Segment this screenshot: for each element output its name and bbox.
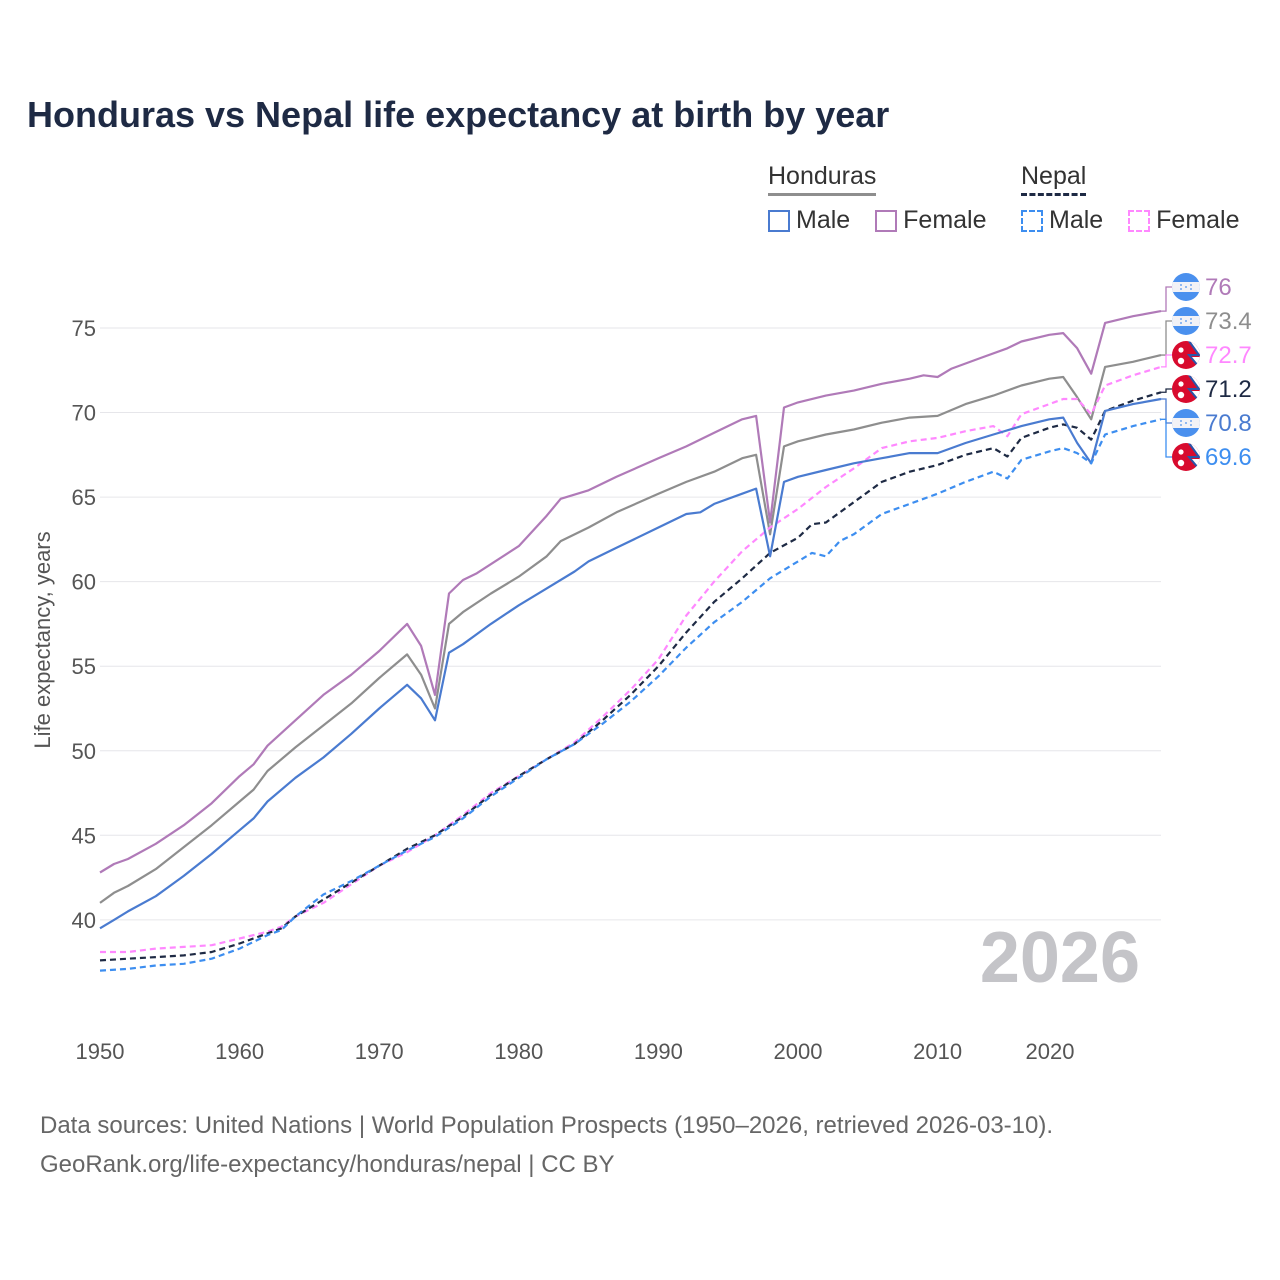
y-tick-label: 40 (72, 908, 96, 933)
x-tick-label: 1960 (215, 1039, 264, 1064)
y-tick-label: 55 (72, 654, 96, 679)
series-line-honduras-female (99, 310, 1162, 874)
legend-nepal-female[interactable]: Female (1128, 206, 1240, 235)
end-label-connector (1161, 388, 1172, 393)
legend-honduras-male[interactable]: Male (768, 206, 850, 235)
legend-honduras: Honduras Male Female (768, 162, 1005, 239)
legend-label: Female (1156, 206, 1240, 234)
series-line-honduras (99, 354, 1162, 904)
legend-label: Male (796, 206, 851, 234)
end-label-connector (1161, 418, 1172, 458)
nepal-flag-icon (1172, 375, 1200, 403)
honduras-flag-icon (1172, 307, 1200, 335)
legend-nepal-title: Nepal (1021, 162, 1087, 196)
end-label-connector (1161, 286, 1172, 312)
chart-title: Honduras vs Nepal life expectancy at bir… (27, 94, 890, 135)
x-tick-label: 1980 (494, 1039, 543, 1064)
honduras-flag-icon (1172, 409, 1200, 437)
source-text: Data sources: United Nations | World Pop… (40, 1112, 1054, 1139)
end-value-label: 69.6 (1205, 444, 1252, 471)
series-line-nepal (99, 391, 1162, 962)
end-value-label: 70.8 (1205, 410, 1252, 437)
legend-nepal: Nepal Male Female (1021, 162, 1240, 239)
series-line-nepal-male (99, 418, 1162, 972)
y-tick-label: 45 (72, 823, 96, 848)
end-label-connector (1161, 320, 1172, 356)
x-tick-label: 1990 (634, 1039, 683, 1064)
legend-swatch (1021, 209, 1043, 232)
end-label-connector (1161, 398, 1172, 424)
footer: Data sources: United Nations | World Pop… (40, 1106, 1053, 1184)
y-tick-label: 65 (72, 485, 96, 510)
end-value-label: 72.7 (1205, 342, 1252, 369)
legend-swatch (1128, 209, 1151, 232)
legend-honduras-female[interactable]: Female (875, 206, 987, 235)
x-tick-label: 2020 (1026, 1039, 1075, 1064)
year-watermark: 2026 (980, 918, 1140, 998)
end-value-label: 71.2 (1205, 376, 1252, 403)
source-link[interactable]: GeoRank.org/life-expectancy/honduras/nep… (40, 1151, 615, 1178)
legend-honduras-title: Honduras (768, 162, 877, 196)
y-tick-label: 75 (72, 316, 96, 341)
x-tick-label: 1950 (76, 1039, 125, 1064)
legend-swatch (768, 209, 790, 232)
legend-swatch (875, 209, 898, 232)
y-tick-label: 60 (72, 570, 96, 595)
legend-label: Male (1049, 206, 1104, 234)
x-tick-label: 1970 (355, 1039, 404, 1064)
y-tick-label: 50 (72, 739, 96, 764)
honduras-flag-icon (1172, 273, 1200, 301)
y-tick-label: 70 (72, 401, 96, 426)
end-value-label: 73.4 (1205, 308, 1252, 335)
x-tick-label: 2010 (913, 1039, 962, 1064)
x-tick-label: 2000 (774, 1039, 823, 1064)
end-label-connector (1161, 354, 1172, 368)
series-line-honduras-male (99, 397, 1162, 930)
nepal-flag-icon (1172, 341, 1200, 369)
nepal-flag-icon (1172, 443, 1200, 471)
legend-nepal-male[interactable]: Male (1021, 206, 1103, 235)
legend-label: Female (903, 206, 987, 234)
y-axis-label: Life expectancy, years (30, 531, 55, 748)
series-line-nepal-female (100, 365, 1162, 954)
end-value-label: 76 (1205, 274, 1232, 301)
